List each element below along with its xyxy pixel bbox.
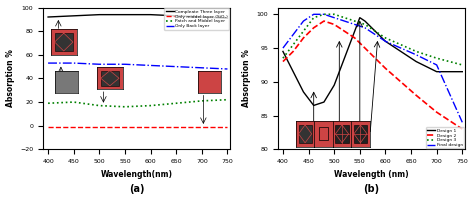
Text: (a): (a) <box>129 184 144 194</box>
Legend: Compleate Three layer, Only middel layer (SiO₂), Patch and Middel layer, Only Ba: Compleate Three layer, Only middel layer… <box>164 8 229 30</box>
Y-axis label: Absorption %: Absorption % <box>242 50 251 107</box>
X-axis label: Wavelength(nm): Wavelength(nm) <box>100 170 173 178</box>
Y-axis label: Absorption %: Absorption % <box>6 50 15 107</box>
Legend: Design 1, Design 2, Design 3, Final design: Design 1, Design 2, Design 3, Final desi… <box>426 127 464 149</box>
Text: (b): (b) <box>363 184 379 194</box>
X-axis label: Wavelength (nm): Wavelength (nm) <box>334 170 409 178</box>
